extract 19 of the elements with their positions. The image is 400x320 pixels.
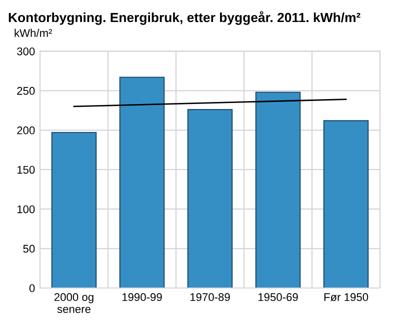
x-tick-label: 1950-69 <box>258 293 298 302</box>
y-tick-label: 250 <box>17 86 35 95</box>
y-tick-label: 200 <box>17 126 35 134</box>
bar <box>323 120 369 288</box>
chart-title: Kontorbygning. Energibruk, etter byggeår. 2011. kWh/m² <box>8 11 360 25</box>
bar <box>187 109 233 288</box>
y-tick-label: 150 <box>17 166 35 174</box>
y-tick-label: 50 <box>23 244 35 253</box>
bar <box>119 76 165 288</box>
bar <box>255 92 301 288</box>
x-tick-label: 1990-99 <box>122 293 162 302</box>
x-tick-label: Før 1950 <box>324 293 368 302</box>
bar <box>51 132 97 288</box>
y-tick-label: 0 <box>29 284 35 292</box>
x-tick-label: 1970-89 <box>190 293 230 302</box>
y-axis-title: kWh/m² <box>14 28 52 37</box>
y-tick-label: 100 <box>17 205 35 214</box>
y-tick-label: 300 <box>17 47 35 56</box>
x-tick-label: 2000 og senere <box>54 293 94 313</box>
